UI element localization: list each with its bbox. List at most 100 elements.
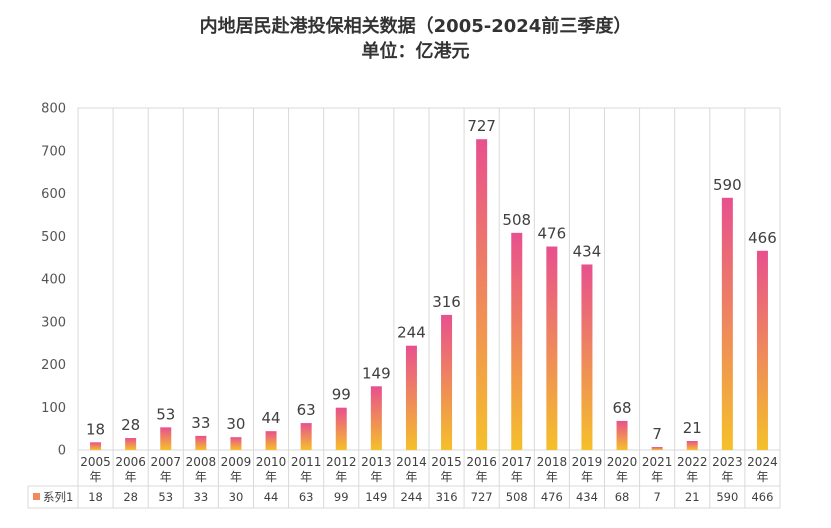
x-tick-label-suffix: 年 bbox=[756, 470, 768, 484]
x-tick-label-suffix: 年 bbox=[125, 470, 137, 484]
x-tick-label-suffix: 年 bbox=[335, 470, 347, 484]
x-tick-label: 2008 bbox=[186, 455, 217, 469]
x-tick-label: 2013 bbox=[361, 455, 392, 469]
x-tick-label-suffix: 年 bbox=[581, 470, 593, 484]
x-axis: 2005年2006年2007年2008年2009年2010年2011年2012年… bbox=[80, 455, 777, 484]
chart-unit-subtitle: 单位：亿港元 bbox=[361, 41, 470, 62]
table-cell: 68 bbox=[615, 490, 630, 504]
data-labels: 18 28 53 33 30 44 63 99 149 244 316 727 508 476 434 68 7… bbox=[86, 117, 777, 443]
bar bbox=[370, 386, 382, 450]
y-tick-label: 0 bbox=[58, 444, 66, 459]
table-cell: 434 bbox=[576, 490, 598, 504]
data-label: 466 bbox=[748, 229, 777, 247]
data-label: 30 bbox=[226, 415, 245, 433]
x-tick-label-suffix: 年 bbox=[195, 470, 207, 484]
data-label: 149 bbox=[362, 364, 391, 382]
bar bbox=[125, 438, 137, 450]
x-tick-label: 2017 bbox=[501, 455, 532, 469]
series-name: 系列1 bbox=[43, 490, 73, 504]
data-label: 476 bbox=[538, 225, 567, 243]
y-tick-label: 500 bbox=[41, 230, 66, 245]
bar bbox=[90, 442, 102, 450]
data-label: 21 bbox=[683, 419, 702, 437]
data-label: 244 bbox=[397, 324, 426, 342]
bar bbox=[651, 447, 663, 450]
x-tick-label: 2012 bbox=[326, 455, 357, 469]
table-cell: 466 bbox=[751, 490, 773, 504]
chart-title: 内地居民赴港投保相关数据（2005-2024前三季度） bbox=[199, 16, 632, 37]
x-tick-label-suffix: 年 bbox=[546, 470, 558, 484]
table-cell: 63 bbox=[299, 490, 314, 504]
bar bbox=[335, 407, 347, 450]
x-tick-label: 2010 bbox=[256, 455, 287, 469]
table-cell: 590 bbox=[716, 490, 738, 504]
table-cell: 316 bbox=[436, 490, 458, 504]
table-cell: 33 bbox=[194, 490, 209, 504]
y-tick-label: 200 bbox=[41, 358, 66, 373]
y-tick-label: 800 bbox=[41, 102, 66, 117]
table-cell: 727 bbox=[471, 490, 493, 504]
data-label: 33 bbox=[191, 414, 210, 432]
data-label: 434 bbox=[573, 242, 602, 260]
x-tick-label: 2015 bbox=[431, 455, 462, 469]
x-tick-label-suffix: 年 bbox=[511, 470, 523, 484]
bar bbox=[160, 427, 172, 450]
data-label: 53 bbox=[156, 405, 175, 423]
bars bbox=[90, 139, 768, 450]
table-cell: 99 bbox=[334, 490, 349, 504]
data-label: 18 bbox=[86, 420, 105, 438]
x-tick-label-suffix: 年 bbox=[160, 470, 172, 484]
table-cell: 508 bbox=[506, 490, 528, 504]
x-tick-label: 2024 bbox=[747, 455, 778, 469]
data-label: 44 bbox=[262, 409, 281, 427]
bar bbox=[300, 423, 312, 450]
x-tick-label-suffix: 年 bbox=[721, 470, 733, 484]
data-label: 7 bbox=[652, 425, 662, 443]
x-tick-label: 2016 bbox=[466, 455, 497, 469]
data-label: 63 bbox=[297, 401, 316, 419]
x-tick-label-suffix: 年 bbox=[265, 470, 277, 484]
legend-key bbox=[33, 493, 40, 500]
x-tick-label: 2021 bbox=[642, 455, 673, 469]
table-cell: 7 bbox=[653, 490, 660, 504]
x-tick-label: 2014 bbox=[396, 455, 427, 469]
data-label: 508 bbox=[502, 211, 531, 229]
y-tick-label: 300 bbox=[41, 315, 66, 330]
x-tick-label: 2022 bbox=[677, 455, 708, 469]
x-tick-label-suffix: 年 bbox=[476, 470, 488, 484]
table-cell: 30 bbox=[229, 490, 244, 504]
x-tick-label: 2009 bbox=[221, 455, 252, 469]
bar bbox=[511, 232, 523, 450]
y-axis: 0 100 200 300 400 500 600 700 800 bbox=[41, 102, 66, 459]
table-cell: 21 bbox=[685, 490, 700, 504]
x-tick-label-suffix: 年 bbox=[230, 470, 242, 484]
x-tick-label: 2011 bbox=[291, 455, 322, 469]
table-cell: 476 bbox=[541, 490, 563, 504]
y-tick-label: 600 bbox=[41, 187, 66, 202]
x-tick-label-suffix: 年 bbox=[651, 470, 663, 484]
y-tick-label: 400 bbox=[41, 273, 66, 288]
y-tick-label: 700 bbox=[41, 144, 66, 159]
table-cell: 18 bbox=[88, 490, 103, 504]
x-tick-label-suffix: 年 bbox=[90, 470, 102, 484]
bar bbox=[265, 431, 277, 450]
data-table: 18 28 53 33 30 44 63 99 149 244 316 727 508 476 434 68 7… bbox=[33, 490, 773, 504]
x-tick-label: 2019 bbox=[572, 455, 603, 469]
bar bbox=[546, 246, 558, 450]
data-label: 316 bbox=[432, 293, 461, 311]
gridlines bbox=[27, 107, 781, 509]
table-cell: 244 bbox=[400, 490, 422, 504]
bar bbox=[195, 435, 207, 450]
bar bbox=[686, 441, 698, 450]
x-tick-label-suffix: 年 bbox=[441, 470, 453, 484]
x-tick-label: 2023 bbox=[712, 455, 743, 469]
table-cell: 53 bbox=[158, 490, 173, 504]
data-label: 28 bbox=[121, 416, 140, 434]
bar bbox=[405, 345, 417, 450]
x-tick-label-suffix: 年 bbox=[370, 470, 382, 484]
data-label: 68 bbox=[613, 399, 632, 417]
table-cell: 28 bbox=[123, 490, 138, 504]
data-label: 590 bbox=[713, 176, 742, 194]
